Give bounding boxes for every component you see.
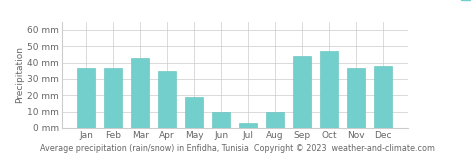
- Bar: [239, 123, 257, 128]
- Bar: [320, 51, 338, 128]
- Bar: [212, 112, 230, 128]
- Legend: Precipitation: Precipitation: [461, 0, 474, 1]
- Bar: [131, 58, 149, 128]
- Bar: [266, 112, 284, 128]
- Bar: [347, 68, 365, 128]
- Bar: [185, 97, 203, 128]
- Bar: [104, 68, 122, 128]
- Bar: [293, 56, 311, 128]
- Y-axis label: Precipitation: Precipitation: [15, 46, 24, 103]
- Bar: [374, 66, 392, 128]
- Bar: [77, 68, 95, 128]
- Text: Average precipitation (rain/snow) in Enfidha, Tunisia  Copyright © 2023  weather: Average precipitation (rain/snow) in Enf…: [39, 144, 435, 153]
- Bar: [158, 71, 176, 128]
